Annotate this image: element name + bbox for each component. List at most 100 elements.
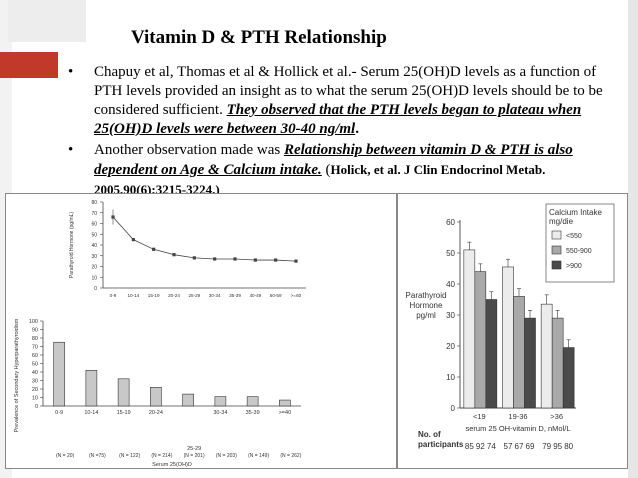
y-axis-title: Parathyroid [406,291,447,300]
x-tick-label: 35-39 [229,293,241,298]
y-tick-label: 20 [446,342,455,351]
calcium-intake-bar-chart: 0 10 20 30 40 50 60 85 92 74 <19 57 67 69 19-36 79 95 80 >… [406,203,615,451]
legend-label: <550 [566,233,582,240]
participant-count: 69 [526,442,535,451]
participant-count: 74 [487,442,496,451]
data-point [274,258,278,262]
y-tick-label: 10 [91,275,97,281]
bullet-2-text: Another observation made was [94,142,284,158]
bar [502,266,514,409]
y-tick-label: 20 [91,265,97,271]
count-label: (N = 149) [248,453,269,459]
x-tick-label: 30-34 [213,410,227,416]
x-tick-label: 20-24 [168,293,180,298]
participant-count: 80 [564,442,573,451]
participant-count: 92 [476,442,485,451]
bar [53,341,65,407]
data-point [152,247,156,251]
participant-count: 67 [515,442,524,451]
y-tick-label: 40 [91,243,97,249]
y-tick-label: 50 [446,249,455,258]
y-axis-title: pg/ml [416,311,436,320]
y-tick-label: 70 [32,345,38,351]
y-tick-label: 0 [94,286,97,292]
bullet-item-2: • Another observation made was Relations… [68,141,618,200]
x-tick-label-extra: 25-29 [187,446,201,452]
x-tick-label: 0-9 [55,410,63,416]
y-tick-label: 50 [91,232,97,238]
bullet-dot-icon: • [68,142,74,158]
data-point [131,238,135,242]
bullet-2-open-paren: ( [321,162,331,178]
participant-count: 79 [542,442,551,451]
bar [474,271,487,409]
y-tick-label: 0 [451,404,456,413]
count-label: (N = 201) [184,453,205,459]
legend-label: >900 [566,263,582,270]
x-tick-label: >=40 [279,410,292,416]
participant-count: 57 [504,442,513,451]
y-tick-label: 100 [29,319,38,325]
y-tick-label: 30 [32,379,38,385]
right-edge-decoration [628,0,638,478]
x-tick-label: 15-19 [148,293,160,298]
bar [562,347,575,409]
x-tick-label: 10-14 [84,410,98,416]
bar [182,393,194,407]
y-tick-label: 80 [32,336,38,342]
left-chart-panel: 0 10 20 30 40 50 60 70 80 0-9 10-14 15-19 20-24 25-29… [5,193,397,469]
y-tick-label: 90 [32,328,38,334]
legend-title: Calcium Intake [549,208,602,217]
data-point [172,253,176,257]
right-chart-panel: 0 10 20 30 40 50 60 85 92 74 <19 57 67 69 19-36 79 95 80 >… [397,193,628,469]
legend-swatch [551,230,562,240]
y-axis-title: Prevalence of Secondary Hyperparathyroid… [14,318,20,432]
y-tick-label: 40 [32,370,38,376]
bar [85,370,98,407]
y-axis-title: Parathyroid Hormone (pg/mL) [69,212,75,278]
x-axis-title: serum 25 OH-vitamin D, nMol/L [465,424,570,433]
y-tick-label: 60 [91,222,97,228]
count-label: (N =75) [89,453,106,459]
y-tick-label: 20 [32,387,38,393]
bar [214,396,227,407]
y-tick-label: 50 [32,362,38,368]
slide-title: Vitamin D & PTH Relationship [131,27,387,48]
bullet-dot-icon: • [68,64,74,80]
x-tick-label: 40-49 [249,293,261,298]
count-label: (N = 122) [119,453,140,459]
pth-line-chart: 0 10 20 30 40 50 60 70 80 0-9 10-14 15-19 20-24 25-29… [69,200,306,298]
x-tick-label: 50-59 [270,293,282,298]
bar [513,296,525,409]
x-tick-label: 30-34 [209,293,221,298]
bullet-list: • Chapuy et al, Thomas et al & Hollick e… [68,63,618,202]
bullet-item-1: • Chapuy et al, Thomas et al & Hollick e… [68,63,618,139]
y-tick-label: 40 [446,280,455,289]
y-axis-title: Hormone [410,301,443,310]
bar [463,249,476,409]
data-point [213,257,217,261]
y-tick-label: 80 [91,200,97,206]
prevalence-bar-chart: 0 10 20 30 40 50 60 70 80 90 100 0-9 (N = 20) 10-14 (N… [14,318,302,468]
bar [485,299,498,409]
count-label: (N = 20) [56,453,75,459]
bullet-1-emphasis: They observed that the PTH levels began … [94,102,582,137]
x-tick-label: 25-29 [188,293,200,298]
bar [551,317,564,409]
x-tick-label: >36 [550,412,563,421]
participants-label: No. of [418,430,441,439]
bar [524,317,536,409]
y-tick-label: 0 [35,404,38,410]
bar [279,399,291,407]
count-label: (N = 262) [280,453,301,459]
legend-swatch [551,245,562,255]
bar [540,303,553,409]
participant-count: 85 [465,442,474,451]
y-tick-label: 30 [446,311,455,320]
data-point [294,259,298,263]
bar [150,387,162,407]
data-point [253,258,257,262]
bar [246,396,259,407]
x-tick-label: 19-36 [508,412,527,421]
bullet-1-text: Chapuy et al, Thomas et al & Hollick et … [94,64,603,118]
